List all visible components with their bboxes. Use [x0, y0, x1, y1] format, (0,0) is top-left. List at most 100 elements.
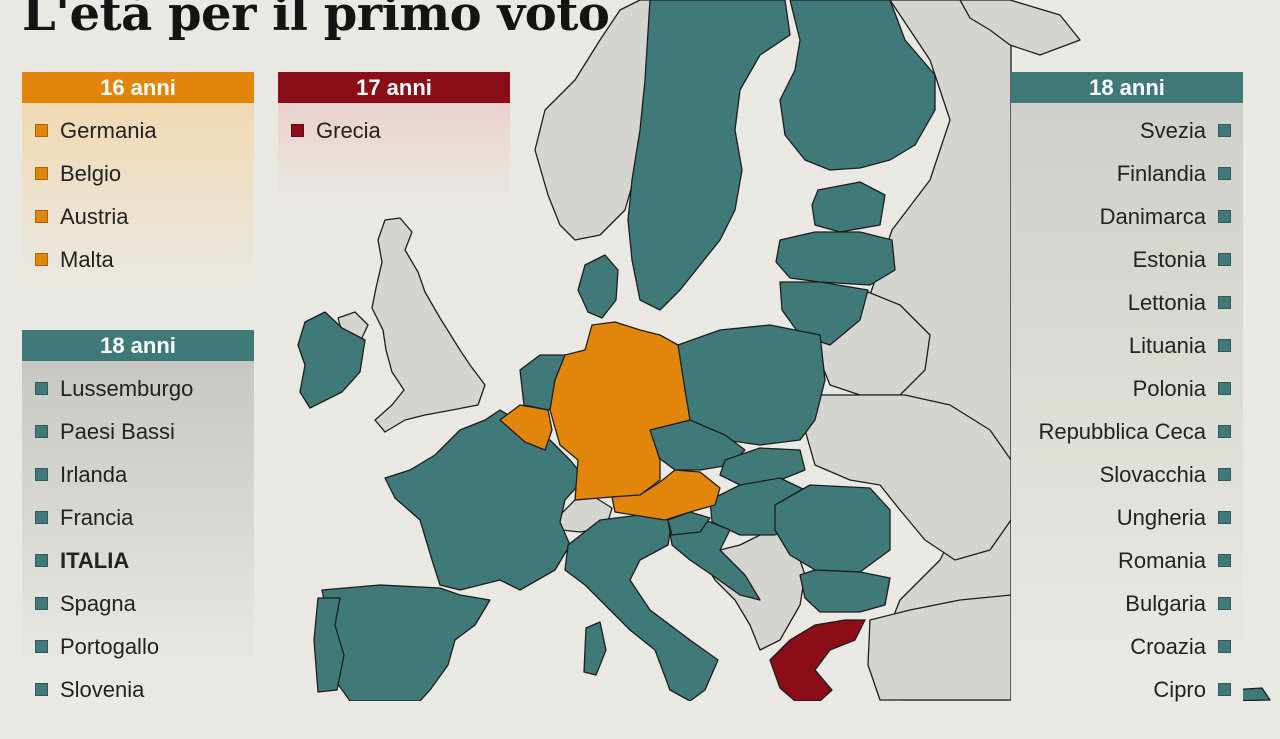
teal-square-icon	[1218, 683, 1231, 696]
teal-square-icon	[35, 425, 48, 438]
legend-item-label: Polonia	[1132, 376, 1206, 401]
teal-square-icon	[1218, 296, 1231, 309]
teal-square-icon	[35, 597, 48, 610]
map-sweden	[627, 0, 791, 311]
teal-square-icon	[35, 683, 48, 696]
map-latvia	[775, 231, 896, 286]
legend-item-label: Finlandia	[1116, 161, 1206, 186]
legend-item-label: Cipro	[1153, 677, 1206, 702]
legend-item: Austria	[22, 195, 254, 238]
legend-item: Repubblica Ceca	[1011, 410, 1243, 453]
legend-item-label: Slovacchia	[1099, 462, 1206, 487]
teal-square-icon	[35, 554, 48, 567]
teal-square-icon	[35, 640, 48, 653]
teal-square-icon	[1218, 339, 1231, 352]
legend-item-label: Grecia	[316, 118, 381, 143]
legend-item-label: Lussemburgo	[60, 376, 194, 401]
legend-16-anni: 16 anni Germania Belgio Austria Malta	[22, 72, 254, 319]
page-title: L'età per il primo voto	[22, 0, 610, 42]
legend-17-anni: 17 anni Grecia	[278, 72, 510, 209]
legend-list-18-right: Svezia Finlandia Danimarca Estonia Letto…	[1011, 103, 1243, 739]
red-square-icon	[291, 124, 304, 137]
legend-item: Polonia	[1011, 367, 1243, 410]
map-sardinia	[583, 621, 607, 676]
legend-item: Finlandia	[1011, 152, 1243, 195]
legend-header-18-right: 18 anni	[1011, 72, 1243, 103]
legend-item: Grecia	[278, 109, 510, 152]
legend-item: Danimarca	[1011, 195, 1243, 238]
legend-item: Cipro	[1011, 668, 1243, 711]
legend-item-label: Malta	[60, 247, 114, 272]
legend-header-16: 16 anni	[22, 72, 254, 103]
legend-item-label: Paesi Bassi	[60, 419, 175, 444]
legend-item-label: Estonia	[1132, 247, 1206, 272]
map-bulgaria	[799, 569, 891, 613]
teal-square-icon	[1218, 511, 1231, 524]
legend-item-label: Ungheria	[1116, 505, 1206, 530]
europe-map	[297, 0, 1271, 701]
map-france	[384, 409, 586, 591]
map-belgium	[499, 404, 553, 451]
legend-item: Lussemburgo	[22, 367, 254, 410]
teal-square-icon	[35, 382, 48, 395]
legend-item-label: Lettonia	[1127, 290, 1206, 315]
legend-item: Ungheria	[1011, 496, 1243, 539]
legend-item: Malta	[22, 238, 254, 281]
map-ireland	[297, 311, 366, 409]
map-austria	[611, 469, 721, 521]
map-germany	[549, 321, 691, 501]
orange-square-icon	[35, 124, 48, 137]
legend-18-anni-right: 18 anni Svezia Finlandia Danimarca Eston…	[1011, 72, 1243, 739]
legend-item-italia: ITALIA	[22, 539, 254, 582]
map-ukraine	[804, 394, 1012, 561]
legend-item: Croazia	[1011, 625, 1243, 668]
teal-square-icon	[1218, 124, 1231, 137]
legend-item-label: Austria	[60, 204, 129, 229]
legend-item-label: Repubblica Ceca	[1038, 419, 1206, 444]
legend-item-label: Spagna	[60, 591, 136, 616]
map-uk	[371, 217, 486, 433]
teal-square-icon	[1218, 253, 1231, 266]
teal-square-icon	[1218, 382, 1231, 395]
teal-square-icon	[1218, 640, 1231, 653]
map-lithuania	[779, 281, 869, 346]
legend-header-18-left: 18 anni	[22, 330, 254, 361]
legend-item-label: Bulgaria	[1125, 591, 1206, 616]
legend-item-label: Francia	[60, 505, 134, 530]
orange-square-icon	[35, 167, 48, 180]
legend-item: Romania	[1011, 539, 1243, 582]
legend-item: Portogallo	[22, 625, 254, 668]
legend-item-label: Irlanda	[60, 462, 128, 487]
map-portugal	[313, 597, 345, 693]
teal-square-icon	[1218, 425, 1231, 438]
map-croatia	[667, 519, 761, 601]
legend-item-label: Danimarca	[1099, 204, 1206, 229]
legend-list-18-left: Lussemburgo Paesi Bassi Irlanda Francia …	[22, 361, 254, 707]
legend-item-label: Belgio	[60, 161, 122, 186]
legend-item-label: ITALIA	[60, 548, 130, 573]
teal-square-icon	[1218, 210, 1231, 223]
legend-item: Germania	[22, 109, 254, 152]
map-kola	[959, 0, 1081, 56]
legend-item-label: Svezia	[1139, 118, 1206, 143]
legend-item: Irlanda	[22, 453, 254, 496]
map-romania	[774, 484, 891, 573]
legend-item: Spagna	[22, 582, 254, 625]
map-slovakia	[719, 447, 806, 486]
legend-item-label: Germania	[60, 118, 157, 143]
legend-18-anni-left: 18 anni Lussemburgo Paesi Bassi Irlanda …	[22, 330, 254, 707]
legend-item: Estonia	[1011, 238, 1243, 281]
legend-item-label: Croazia	[1130, 634, 1206, 659]
orange-square-icon	[35, 253, 48, 266]
teal-square-icon	[1218, 468, 1231, 481]
legend-item-label: Slovenia	[60, 677, 145, 702]
legend-item-label: Portogallo	[60, 634, 160, 659]
map-denmark	[577, 254, 619, 319]
teal-square-icon	[1218, 167, 1231, 180]
orange-square-icon	[35, 210, 48, 223]
legend-list-16: Germania Belgio Austria Malta	[22, 103, 254, 319]
legend-item-label: Romania	[1117, 548, 1206, 573]
legend-item: Lettonia	[1011, 281, 1243, 324]
legend-item: Bulgaria	[1011, 582, 1243, 625]
teal-square-icon	[1218, 597, 1231, 610]
